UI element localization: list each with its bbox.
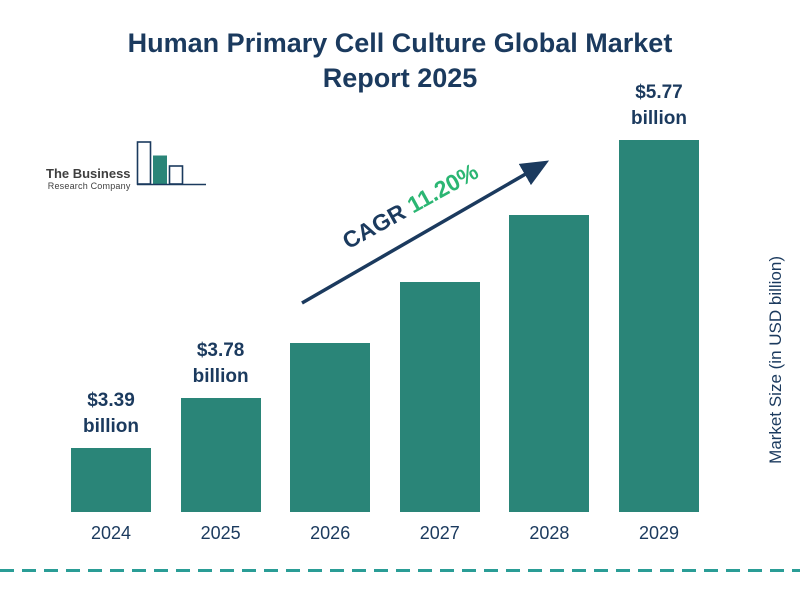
bar-2026 xyxy=(290,343,371,512)
bar-column-2026: 2026 xyxy=(283,336,377,544)
bar-column-2029: $5.77 billion 2029 xyxy=(612,80,706,544)
bar-2029 xyxy=(618,140,699,512)
bar-column-2028: 2028 xyxy=(502,208,596,544)
bar-2024 xyxy=(71,448,151,512)
bottom-dashed-divider xyxy=(0,569,800,572)
bar-value-unit: billion xyxy=(83,416,139,438)
bar-value-amount: $5.77 xyxy=(635,81,683,103)
x-tick-2028: 2028 xyxy=(529,523,570,543)
bar-value-label: $3.39 billion xyxy=(83,388,139,441)
logo-name-line-2: Research Company xyxy=(47,181,131,191)
bar-column-2024: $3.39 billion 2024 xyxy=(64,388,158,544)
bar-2028 xyxy=(509,215,590,512)
bar-value-amount: $3.78 xyxy=(196,339,245,361)
company-logo-text: The Business Research Company xyxy=(46,166,131,195)
bar-2025 xyxy=(180,398,261,512)
bar-column-2027: 2027 xyxy=(393,275,487,544)
title-line-2: Report 2025 xyxy=(322,63,478,94)
bar-value-amount: $3.39 xyxy=(87,389,135,411)
bar-2027 xyxy=(399,282,480,512)
company-logo: The Business Research Company xyxy=(46,140,208,195)
bar-value-unit: billion xyxy=(192,366,249,388)
bar-column-2025: $3.78 billion 2025 xyxy=(174,338,268,544)
bar-value-unit: billion xyxy=(631,108,687,130)
x-tick-2026: 2026 xyxy=(310,523,351,543)
bar-value-label: $3.78 billion xyxy=(193,338,249,391)
title-line-1: Human Primary Cell Culture Global Market xyxy=(127,28,673,58)
y-axis-label: Market Size (in USD billion) xyxy=(766,256,785,464)
page-title: Human Primary Cell Culture Global Market… xyxy=(0,26,800,96)
bar-chart: $3.39 billion 2024 $3.78 billion 2025 20… xyxy=(64,80,706,544)
x-tick-2024: 2024 xyxy=(90,523,132,543)
x-tick-2025: 2025 xyxy=(200,523,241,543)
x-tick-2029: 2029 xyxy=(638,523,679,543)
logo-name-line-1: The Business xyxy=(46,166,131,181)
bar-value-label: $5.77 billion xyxy=(631,80,687,133)
bar-chart-logo-icon xyxy=(136,140,208,195)
x-tick-2027: 2027 xyxy=(419,523,460,543)
